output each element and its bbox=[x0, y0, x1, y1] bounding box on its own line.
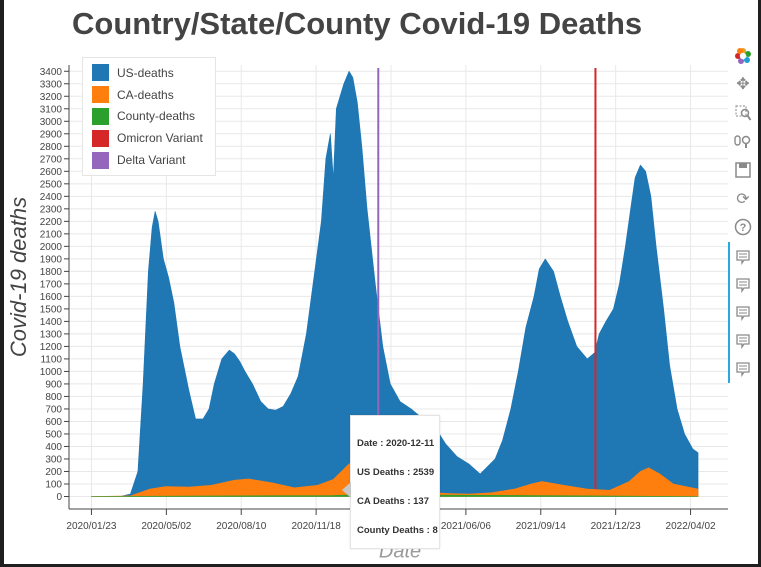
y-tick-label: 1600 bbox=[40, 292, 63, 303]
y-tick-label: 1800 bbox=[40, 267, 63, 278]
tooltip-county-label: County Deaths bbox=[357, 525, 425, 536]
hover-tooltip: Date : 2020-12-11 US Deaths : 2539 CA De… bbox=[342, 415, 440, 549]
active-tool-indicator bbox=[728, 242, 730, 383]
legend: US-deaths CA-deaths County-deaths Omicron V… bbox=[82, 57, 216, 176]
y-tick-label: 2700 bbox=[40, 154, 63, 165]
tooltip-arrow bbox=[342, 482, 351, 498]
tooltip-date-value: 2020-12-11 bbox=[386, 438, 435, 449]
x-tick-label: 2022/04/02 bbox=[666, 521, 716, 532]
y-tick-label: 900 bbox=[45, 379, 62, 390]
legend-item[interactable]: US-deaths bbox=[83, 62, 215, 84]
legend-label: Omicron Variant bbox=[117, 131, 203, 146]
y-tick-label: 3300 bbox=[40, 79, 63, 90]
y-tick-label: 2800 bbox=[40, 142, 63, 153]
toolbar: ✥ ⟳ ? bbox=[730, 43, 756, 383]
y-tick-label: 200 bbox=[45, 467, 62, 478]
hover-icon-5[interactable] bbox=[732, 358, 754, 380]
x-tick-label: 2021/12/23 bbox=[591, 521, 641, 532]
legend-label: CA-deaths bbox=[117, 87, 174, 102]
tooltip-county-row: County Deaths : 8 bbox=[357, 525, 438, 536]
y-tick-label: 1000 bbox=[40, 367, 63, 378]
svg-text:?: ? bbox=[740, 222, 747, 234]
hover-icon-2[interactable] bbox=[732, 274, 754, 296]
legend-swatch bbox=[92, 64, 109, 82]
x-tick-label: 2020/08/10 bbox=[216, 521, 266, 532]
y-tick-label: 100 bbox=[45, 479, 62, 490]
y-tick-label: 0 bbox=[56, 492, 62, 503]
tooltip-us-row: US Deaths : 2539 bbox=[357, 467, 435, 478]
y-tick-label: 300 bbox=[45, 454, 62, 465]
legend-item[interactable]: Omicron Variant bbox=[83, 127, 215, 149]
y-tick-label: 800 bbox=[45, 392, 62, 403]
legend-label: US-deaths bbox=[117, 65, 174, 80]
y-tick-label: 3400 bbox=[40, 67, 63, 78]
tooltip-county-value: 8 bbox=[432, 525, 438, 536]
y-tick-label: 2000 bbox=[40, 242, 63, 253]
legend-swatch bbox=[92, 86, 109, 104]
y-tick-label: 3000 bbox=[40, 117, 63, 128]
tooltip-ca-value: 137 bbox=[413, 496, 429, 507]
hover-icon-3[interactable] bbox=[732, 302, 754, 324]
y-tick-label: 2100 bbox=[40, 229, 63, 240]
y-tick-label: 2600 bbox=[40, 167, 63, 178]
bokeh-logo-icon[interactable] bbox=[732, 45, 754, 67]
y-tick-label: 400 bbox=[45, 442, 62, 453]
y-tick-label: 2900 bbox=[40, 129, 63, 140]
y-tick-label: 2500 bbox=[40, 179, 63, 190]
y-tick-label: 1700 bbox=[40, 279, 63, 290]
legend-label: Delta Variant bbox=[117, 153, 186, 168]
x-tick-label: 2021/06/06 bbox=[441, 521, 491, 532]
box-zoom-icon[interactable] bbox=[732, 102, 754, 124]
save-icon[interactable] bbox=[732, 159, 754, 181]
x-tick-label: 2020/11/18 bbox=[291, 521, 341, 532]
y-tick-label: 1400 bbox=[40, 317, 63, 328]
window-edge-left bbox=[0, 0, 4, 567]
window-edge-right bbox=[758, 0, 761, 567]
x-tick-label: 2021/09/14 bbox=[516, 521, 566, 532]
y-tick-label: 3200 bbox=[40, 92, 63, 103]
legend-swatch bbox=[92, 151, 109, 169]
legend-swatch bbox=[92, 129, 109, 147]
hover-icon-4[interactable] bbox=[732, 330, 754, 352]
legend-item[interactable]: CA-deaths bbox=[83, 84, 215, 106]
y-tick-label: 1900 bbox=[40, 254, 63, 265]
y-tick-label: 2300 bbox=[40, 204, 63, 215]
hover-icon-1[interactable] bbox=[732, 246, 754, 268]
legend-item[interactable]: Delta Variant bbox=[83, 149, 215, 171]
legend-label: County-deaths bbox=[117, 109, 196, 124]
y-tick-label: 1300 bbox=[40, 329, 63, 340]
wheel-zoom-icon[interactable] bbox=[732, 130, 754, 152]
tooltip-date-row: Date : 2020-12-11 bbox=[357, 438, 435, 449]
pan-icon[interactable]: ✥ bbox=[736, 76, 750, 93]
tooltip-us-label: US Deaths bbox=[357, 467, 405, 478]
y-tick-label: 1100 bbox=[40, 354, 62, 365]
chart-title: Country/State/County Covid-19 Deaths bbox=[72, 6, 643, 41]
tooltip-date-label: Date bbox=[357, 438, 378, 449]
y-tick-label: 500 bbox=[45, 429, 62, 440]
help-icon[interactable]: ? bbox=[732, 216, 754, 238]
y-tick-label: 2200 bbox=[40, 217, 63, 228]
x-tick-label: 2020/05/02 bbox=[141, 521, 191, 532]
y-tick-label: 1200 bbox=[40, 342, 63, 353]
y-tick-label: 2400 bbox=[40, 192, 63, 203]
reset-icon[interactable]: ⟳ bbox=[736, 191, 750, 208]
legend-swatch bbox=[92, 107, 109, 125]
y-tick-label: 1500 bbox=[40, 304, 63, 315]
y-tick-label: 600 bbox=[45, 417, 62, 428]
x-tick-label: 2020/01/23 bbox=[66, 521, 116, 532]
legend-item[interactable]: County-deaths bbox=[83, 106, 215, 128]
tooltip-us-value: 2539 bbox=[412, 467, 435, 478]
y-tick-label: 700 bbox=[45, 404, 62, 415]
y-tick-label: 3100 bbox=[40, 104, 63, 115]
tooltip-ca-label: CA Deaths bbox=[357, 496, 405, 507]
tooltip-ca-row: CA Deaths : 137 bbox=[357, 496, 429, 507]
window-edge-bottom bbox=[0, 564, 761, 567]
